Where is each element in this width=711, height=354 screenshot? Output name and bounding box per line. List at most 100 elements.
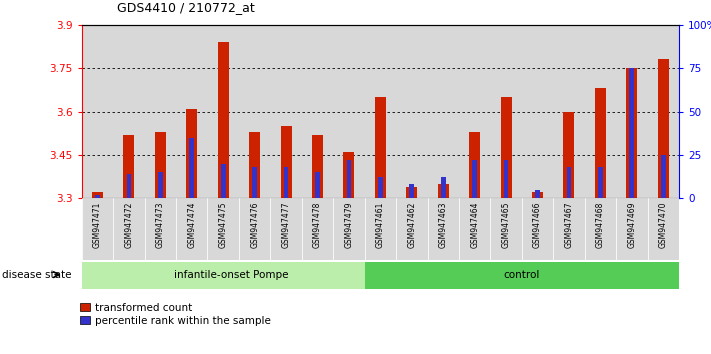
Bar <box>396 25 427 198</box>
Text: GSM947461: GSM947461 <box>376 201 385 248</box>
Bar <box>208 198 239 260</box>
Bar <box>472 160 477 198</box>
Bar <box>343 152 355 198</box>
Legend: transformed count, percentile rank within the sample: transformed count, percentile rank withi… <box>80 303 272 326</box>
Text: control: control <box>503 270 540 280</box>
Bar <box>239 198 270 260</box>
Bar <box>616 198 648 260</box>
Bar <box>333 198 365 260</box>
Text: GSM947475: GSM947475 <box>219 201 228 248</box>
Bar <box>333 25 365 198</box>
Bar <box>155 132 166 198</box>
Bar <box>82 25 113 198</box>
Bar <box>491 198 522 260</box>
Text: GSM947470: GSM947470 <box>659 201 668 248</box>
Text: GSM947472: GSM947472 <box>124 201 134 248</box>
Bar <box>522 25 553 198</box>
Text: GDS4410 / 210772_at: GDS4410 / 210772_at <box>117 1 255 14</box>
Bar <box>378 177 383 198</box>
Bar <box>553 198 584 260</box>
Text: GSM947473: GSM947473 <box>156 201 165 248</box>
Bar <box>629 68 634 198</box>
Bar <box>186 109 197 198</box>
Bar <box>252 167 257 198</box>
Text: GSM947464: GSM947464 <box>470 201 479 248</box>
Bar <box>301 25 333 198</box>
Bar <box>504 160 508 198</box>
Bar <box>82 262 365 289</box>
Text: GSM947463: GSM947463 <box>439 201 448 248</box>
Bar <box>239 25 270 198</box>
Bar <box>459 198 491 260</box>
Bar <box>648 25 679 198</box>
Bar <box>281 126 292 198</box>
Bar <box>189 138 194 198</box>
Bar <box>82 198 113 260</box>
Bar <box>459 25 491 198</box>
Bar <box>270 198 301 260</box>
Bar <box>208 25 239 198</box>
Text: GSM947468: GSM947468 <box>596 201 605 248</box>
Text: GSM947467: GSM947467 <box>565 201 574 248</box>
Bar <box>626 68 637 198</box>
Bar <box>584 25 616 198</box>
Text: GSM947479: GSM947479 <box>344 201 353 248</box>
Text: GSM947474: GSM947474 <box>187 201 196 248</box>
Bar <box>315 172 320 198</box>
Bar <box>469 132 480 198</box>
Bar <box>553 25 584 198</box>
Bar <box>270 25 301 198</box>
Bar <box>124 135 134 198</box>
Bar <box>144 198 176 260</box>
Bar <box>218 42 229 198</box>
Bar <box>144 25 176 198</box>
Bar <box>564 112 574 198</box>
Text: GSM947477: GSM947477 <box>282 201 291 248</box>
Bar <box>522 198 553 260</box>
Bar <box>396 198 427 260</box>
Bar <box>595 88 606 198</box>
Text: GSM947466: GSM947466 <box>533 201 542 248</box>
Bar <box>301 198 333 260</box>
Bar <box>410 184 415 198</box>
Bar <box>658 59 669 198</box>
Bar <box>427 25 459 198</box>
Bar <box>92 193 103 198</box>
Bar <box>365 25 396 198</box>
Bar <box>598 167 603 198</box>
Bar <box>491 25 522 198</box>
Bar <box>113 25 144 198</box>
Bar <box>441 177 446 198</box>
Bar <box>427 198 459 260</box>
Bar <box>567 167 572 198</box>
Bar <box>312 135 323 198</box>
Bar <box>616 25 648 198</box>
Bar <box>249 132 260 198</box>
Text: disease state: disease state <box>1 270 71 280</box>
Bar <box>375 97 386 198</box>
Bar <box>284 167 289 198</box>
Bar <box>176 25 208 198</box>
Bar <box>95 195 100 198</box>
Bar <box>365 198 396 260</box>
Bar <box>584 198 616 260</box>
Text: GSM947465: GSM947465 <box>502 201 510 248</box>
Bar <box>365 262 679 289</box>
Text: GSM947469: GSM947469 <box>627 201 636 248</box>
Text: GSM947478: GSM947478 <box>313 201 322 248</box>
Bar <box>406 187 417 198</box>
Bar <box>661 155 665 198</box>
Text: GSM947476: GSM947476 <box>250 201 259 248</box>
Text: GSM947471: GSM947471 <box>93 201 102 248</box>
Bar <box>127 174 132 198</box>
Text: infantile-onset Pompe: infantile-onset Pompe <box>173 270 289 280</box>
Bar <box>535 190 540 198</box>
Text: GSM947462: GSM947462 <box>407 201 417 248</box>
Bar <box>221 164 225 198</box>
Bar <box>176 198 208 260</box>
Bar <box>158 172 163 198</box>
Bar <box>532 193 543 198</box>
Bar <box>346 160 351 198</box>
Bar <box>438 184 449 198</box>
Bar <box>648 198 679 260</box>
